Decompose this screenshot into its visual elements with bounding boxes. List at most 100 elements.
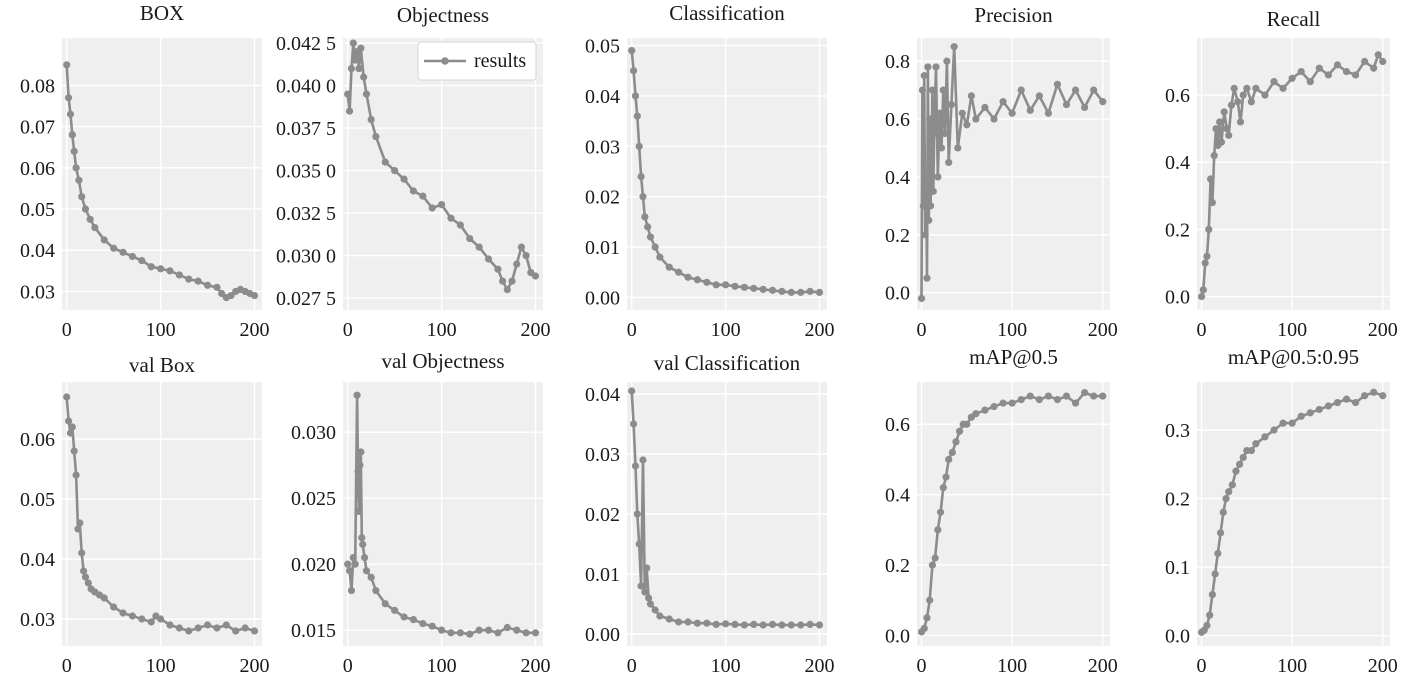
data-point [1270,426,1278,434]
data-point [1053,396,1062,404]
chart-panel: 0 100 200 0.015 0.020 0.025 0.030 val Objectnes… [291,349,550,677]
data-point [147,618,155,626]
x-tick-label: 0 [627,319,637,341]
data-point [981,103,989,112]
y-tick-label: 0.037 5 [276,118,336,140]
data-point [990,403,998,411]
data-point [641,213,649,221]
data-point [952,438,960,446]
data-point [91,223,99,232]
data-point [347,65,356,73]
plot-area [917,38,1110,310]
data-point [68,423,76,431]
y-tick-label: 0.03 [585,444,620,466]
x-tick-label: 0 [917,319,927,341]
data-point [1270,78,1278,86]
data-point [1099,392,1107,400]
data-point [1252,440,1260,448]
data-point [1223,125,1231,133]
data-point [355,65,363,73]
data-point [1026,106,1034,114]
data-point [147,263,155,271]
data-point [651,243,659,251]
y-tick-label: 0.06 [20,429,55,451]
data-point [72,471,80,479]
data-point [218,289,226,298]
data-point [947,100,956,109]
data-point [923,614,931,622]
data-point [494,265,502,273]
data-point [778,287,786,295]
data-point [928,86,937,94]
data-point [1247,98,1255,106]
y-tick-label: 0.04 [20,240,55,262]
chart-title: Classification [669,1,785,25]
data-point [637,172,645,181]
data-point [934,526,942,534]
data-point [81,573,90,581]
data-point [100,594,108,602]
data-point [1315,64,1323,72]
data-point [156,265,165,273]
data-point [250,627,259,635]
data-point [1234,98,1242,106]
data-point [1261,433,1269,441]
data-point [712,281,720,289]
data-point [1252,84,1260,92]
data-point [963,420,971,428]
plot-area [62,38,262,310]
data-point [955,427,964,435]
data-point [740,283,748,291]
data-point [1214,549,1222,558]
data-point [806,287,814,295]
data-point [166,267,174,275]
chart-panel: 0 100 200 0.00 0.01 0.02 0.03 0.04 0.05 Classific… [585,1,834,341]
data-point [806,620,814,629]
data-point [1212,125,1220,133]
data-point [1017,396,1025,404]
y-tick-label: 0.04 [20,549,55,571]
data-point [1205,225,1213,234]
y-tick-label: 0.02 [585,504,620,526]
data-point [628,387,636,395]
data-point [354,468,362,476]
y-tick-label: 0.6 [1165,85,1190,107]
data-point [78,549,86,557]
data-point [1099,98,1107,106]
x-tick-label: 100 [1277,655,1307,677]
data-point [917,294,926,303]
x-tick-label: 100 [711,655,741,677]
gridlines [62,382,262,646]
data-point [1297,412,1305,420]
data-point [351,560,359,568]
data-point [942,473,950,481]
x-tick-label: 100 [1277,319,1307,341]
data-point [213,624,221,632]
data-point [64,94,73,102]
data-point [919,202,927,210]
data-point [70,447,78,455]
data-point [72,164,80,172]
chart-title: val Box [129,353,195,377]
data-point [1306,78,1314,86]
data-point [419,619,427,628]
data-point [531,272,540,280]
data-point [768,286,777,294]
y-tick-label: 0.01 [585,564,620,586]
data-point [138,615,146,623]
data-point [920,624,928,633]
data-point [703,278,711,286]
data-point [1081,103,1089,112]
data-point [1279,419,1287,427]
data-point [731,620,739,629]
data-point [400,613,408,621]
data-point [646,600,655,608]
data-point [999,399,1007,407]
x-tick-label: 0 [343,655,353,677]
data-point [1062,392,1071,400]
data-point [1227,101,1236,109]
data-point [646,233,655,241]
legend-label: results [474,50,526,72]
x-tick-label: 0 [1197,655,1207,677]
data-point [344,560,352,568]
